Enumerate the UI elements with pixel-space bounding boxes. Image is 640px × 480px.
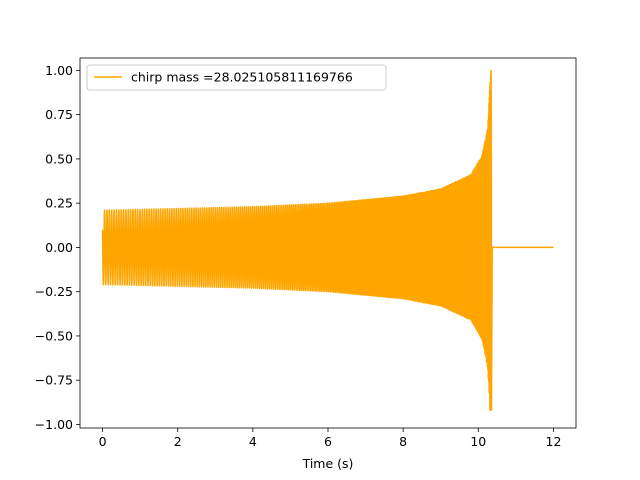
y-tick-label: 0.75 (45, 107, 73, 122)
y-tick-label: 0.25 (45, 196, 73, 211)
y-tick-label: −1.00 (35, 417, 73, 432)
legend-box (86, 64, 387, 91)
y-tick-label: −0.50 (35, 328, 73, 343)
y-axis: −1.00 −0.75 −0.50 −0.25 0.00 0.25 0.50 0.75 1.00 (35, 63, 80, 432)
y-tick-label: 0.00 (45, 240, 73, 255)
x-tick-label: 2 (174, 434, 182, 449)
plot-frame (79, 57, 577, 429)
x-tick-label: 6 (324, 434, 332, 449)
y-tick-label: −0.25 (35, 284, 73, 299)
legend: chirp mass =28.025105811169766 (86, 64, 387, 91)
y-tick-label: −0.75 (35, 373, 73, 388)
x-axis-label: Time (s) (302, 456, 354, 471)
x-tick-label: 4 (249, 434, 257, 449)
legend-label: chirp mass =28.025105811169766 (131, 70, 353, 85)
series-line-chirp (101, 69, 554, 412)
x-axis: 0 2 4 6 8 10 12 (99, 428, 562, 449)
x-tick-label: 0 (99, 434, 107, 449)
x-tick-label: 10 (470, 434, 486, 449)
x-tick-label: 8 (399, 434, 407, 449)
y-tick-label: 1.00 (45, 63, 73, 78)
x-tick-label: 12 (546, 434, 562, 449)
y-tick-label: 0.50 (45, 151, 73, 166)
series-layer (101, 69, 554, 412)
